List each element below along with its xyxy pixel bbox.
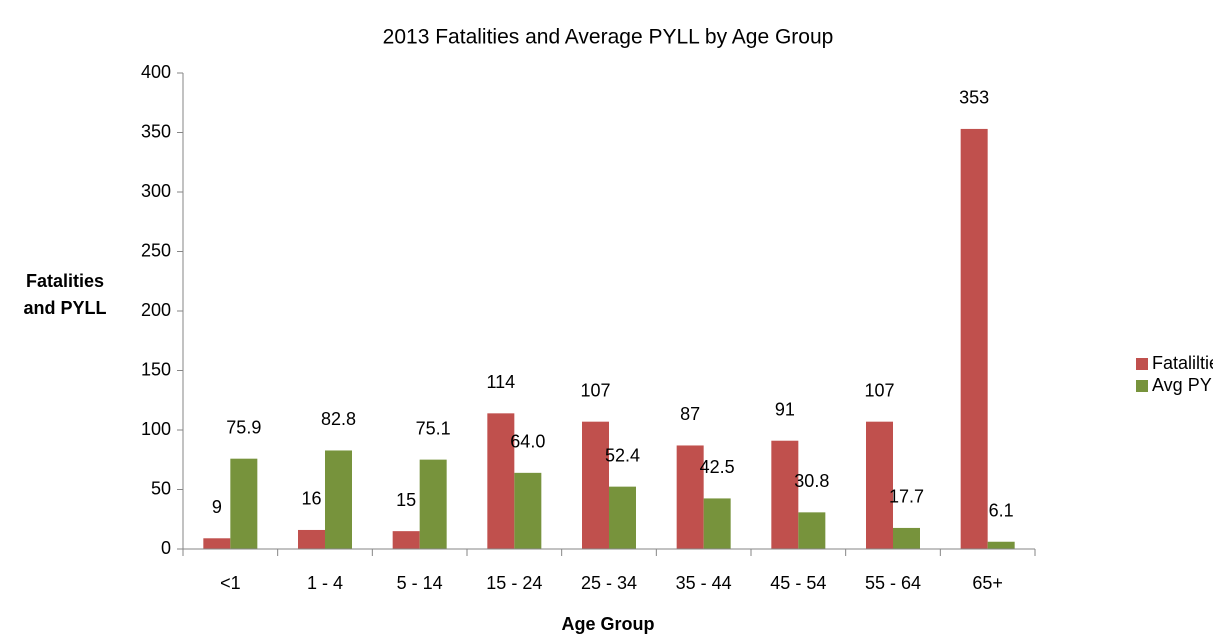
legend-label: Avg PYLL (1152, 375, 1213, 395)
value-label: 75.9 (226, 417, 261, 437)
x-axis-label: Age Group (562, 614, 655, 634)
value-label: 107 (580, 380, 610, 400)
bar (609, 486, 636, 549)
x-tick-label: 25 - 34 (581, 573, 637, 593)
value-label: 107 (864, 380, 894, 400)
y-tick-label: 150 (141, 359, 171, 379)
y-tick-label: 400 (141, 62, 171, 82)
value-label: 30.8 (794, 471, 829, 491)
value-label: 64.0 (510, 432, 545, 452)
bar (771, 440, 799, 549)
value-label: 16 (301, 489, 321, 509)
y-tick-label: 300 (141, 181, 171, 201)
x-tick-label: 35 - 44 (676, 573, 732, 593)
value-label: 52.4 (605, 445, 640, 465)
bar (987, 541, 1015, 549)
value-label: 353 (959, 88, 989, 108)
value-label: 114 (486, 372, 515, 392)
bar (230, 458, 258, 549)
value-label: 91 (775, 399, 795, 419)
legend-label: Fatalilties (1152, 353, 1213, 373)
bar (960, 128, 988, 549)
x-tick-label: <1 (220, 573, 241, 593)
bar (325, 450, 352, 549)
bar (419, 459, 447, 549)
bar (487, 413, 515, 549)
bar (203, 538, 231, 549)
y-tick-label: 250 (141, 240, 171, 260)
bar (893, 527, 920, 549)
x-tick-label: 45 - 54 (770, 573, 826, 593)
bar (298, 529, 325, 549)
bar (582, 421, 609, 549)
value-label: 87 (680, 404, 700, 424)
bar (514, 472, 542, 549)
value-label: 9 (212, 497, 222, 517)
legend-swatch (1136, 358, 1148, 370)
y-axis-label: Fatalities and PYLL (23, 271, 107, 318)
bar (866, 421, 893, 549)
x-tick-label: 55 - 64 (865, 573, 921, 593)
x-tick-label: 65+ (972, 573, 1003, 593)
value-label: 15 (396, 490, 416, 510)
x-tick-label: 1 - 4 (307, 573, 343, 593)
value-label: 6.1 (989, 500, 1014, 520)
value-label: 82.8 (321, 409, 356, 429)
y-tick-label: 350 (141, 121, 171, 141)
value-label: 42.5 (700, 457, 735, 477)
value-label: 17.7 (889, 487, 924, 507)
bar (798, 512, 826, 549)
y-tick-label: 50 (151, 478, 171, 498)
y-tick-label: 200 (141, 300, 171, 320)
x-tick-label: 5 - 14 (397, 573, 443, 593)
y-tick-label: 100 (141, 419, 171, 439)
bar (703, 498, 731, 549)
bar (392, 531, 420, 549)
legend-swatch (1136, 380, 1148, 392)
value-label: 75.1 (416, 418, 451, 438)
x-tick-label: 15 - 24 (486, 573, 542, 593)
y-tick-label: 0 (161, 538, 171, 558)
bar (676, 445, 704, 549)
chart-title: 2013 Fatalities and Average PYLL by Age … (383, 26, 834, 49)
